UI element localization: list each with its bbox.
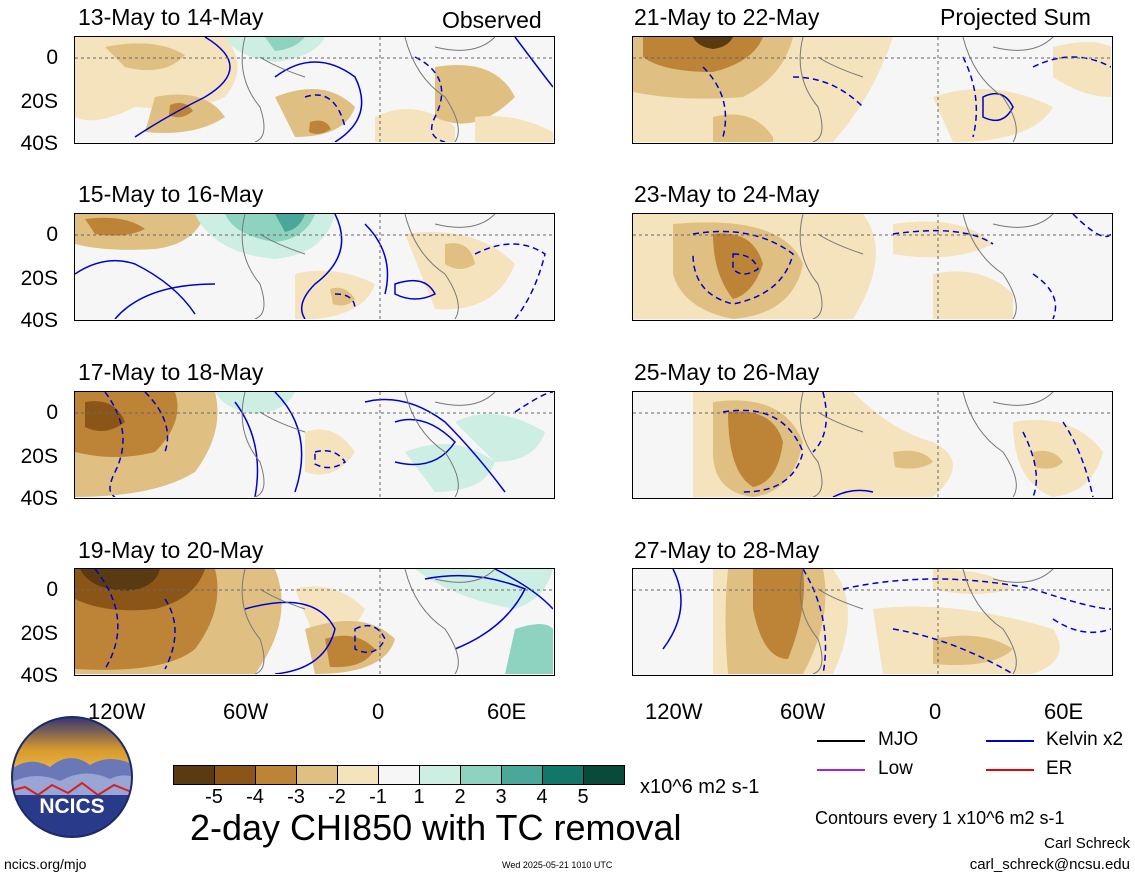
observed-header: Observed xyxy=(442,7,542,33)
legend-label-mjo: MJO xyxy=(878,729,919,750)
map-field-8 xyxy=(633,569,1111,674)
map-field-1 xyxy=(75,37,553,142)
legend-line-low xyxy=(817,769,865,771)
legend-label-kelvin: Kelvin x2 xyxy=(1046,729,1124,750)
colorbar-label-9: 4 xyxy=(536,786,548,808)
y-tick-0-row1: 0 xyxy=(46,46,58,69)
panel-title-4: 19-May to 20-May xyxy=(78,537,264,563)
panel-title-1: 13-May to 14-May xyxy=(78,4,264,30)
colorbar-label-3: -3 xyxy=(287,786,305,808)
colorbar-units: x10^6 m2 s-1 xyxy=(640,776,760,798)
legend-line-mjo xyxy=(817,740,865,742)
map-panel-7 xyxy=(632,391,1113,499)
panel-title-7: 25-May to 26-May xyxy=(634,359,820,385)
map-panel-5 xyxy=(632,36,1113,144)
panel-title-3: 17-May to 18-May xyxy=(78,359,264,385)
map-field-3 xyxy=(75,392,553,497)
ncics-logo-icon xyxy=(11,716,133,838)
legend-label-er: ER xyxy=(1046,758,1073,779)
colorbar-swatch-7 xyxy=(419,765,461,785)
colorbar-label-7: 2 xyxy=(454,786,466,808)
y-tick-0-row4: 0 xyxy=(46,578,58,601)
colorbar-swatch-9 xyxy=(501,765,543,785)
colorbar-swatch-3 xyxy=(255,765,297,785)
footer-url: ncics.org/mjo xyxy=(4,856,87,872)
x-tick-0-right: 0 xyxy=(929,699,942,724)
map-panel-6 xyxy=(632,213,1113,321)
y-tick-40s-row3: 40S xyxy=(20,487,58,510)
map-field-2 xyxy=(75,214,553,319)
map-field-4 xyxy=(75,569,553,674)
y-tick-20s-row4: 20S xyxy=(20,622,58,645)
y-tick-20s-row3: 20S xyxy=(20,445,58,468)
colorbar-label-2: -4 xyxy=(246,786,264,808)
x-tick-0-left: 0 xyxy=(372,699,385,724)
y-tick-20s-row2: 20S xyxy=(20,267,58,290)
colorbar-swatch-2 xyxy=(214,765,256,785)
panel-title-6: 23-May to 24-May xyxy=(634,181,820,207)
legend-line-er xyxy=(986,769,1034,771)
colorbar-label-6: 1 xyxy=(413,786,425,808)
map-panel-4 xyxy=(74,568,555,676)
map-field-6 xyxy=(633,214,1111,319)
map-field-7 xyxy=(633,392,1111,497)
ncics-logo: NCICS xyxy=(10,715,134,839)
main-title: 2-day CHI850 with TC removal xyxy=(190,807,682,848)
map-panel-2 xyxy=(74,213,555,321)
colorbar-label-8: 3 xyxy=(495,786,507,808)
footer-timestamp: Wed 2025-05-21 1010 UTC xyxy=(502,860,613,870)
colorbar-label-1: -5 xyxy=(205,786,223,808)
ncics-logo-text: NCICS xyxy=(39,795,105,818)
y-tick-20s-row1: 20S xyxy=(20,90,58,113)
colorbar-label-10: 5 xyxy=(577,786,589,808)
map-panel-1 xyxy=(74,36,555,144)
colorbar-swatch-8 xyxy=(460,765,502,785)
x-tick-60e-left: 60E xyxy=(487,699,527,724)
x-tick-60w-right: 60W xyxy=(780,699,826,724)
colorbar-swatch-6 xyxy=(378,765,420,785)
contour-note: Contours every 1 x10^6 m2 s-1 xyxy=(815,808,1065,828)
colorbar-swatch-11 xyxy=(583,765,625,785)
panel-title-2: 15-May to 16-May xyxy=(78,181,264,207)
y-tick-40s-row4: 40S xyxy=(20,664,58,687)
map-field-5 xyxy=(633,37,1111,142)
colorbar-swatch-1 xyxy=(173,765,215,785)
x-tick-120w-left: 120W xyxy=(88,699,146,724)
colorbar-label-4: -2 xyxy=(328,786,346,808)
footer-author: Carl Schreck xyxy=(1044,835,1130,852)
y-tick-0-row2: 0 xyxy=(46,223,58,246)
y-tick-40s-row1: 40S xyxy=(20,132,58,155)
y-tick-40s-row2: 40S xyxy=(20,309,58,332)
legend-label-low: Low xyxy=(878,758,913,779)
y-tick-0-row3: 0 xyxy=(46,401,58,424)
x-tick-120w-right: 120W xyxy=(645,699,703,724)
map-panel-3 xyxy=(74,391,555,499)
x-tick-60w-left: 60W xyxy=(223,699,269,724)
legend-line-kelvin xyxy=(986,740,1034,742)
colorbar-swatch-10 xyxy=(542,765,584,785)
colorbar-label-5: -1 xyxy=(369,786,387,808)
panel-title-8: 27-May to 28-May xyxy=(634,537,820,563)
panel-title-5: 21-May to 22-May xyxy=(634,4,820,30)
projected-header: Projected Sum xyxy=(940,4,1091,30)
x-tick-60e-right: 60E xyxy=(1044,699,1084,724)
colorbar-swatch-5 xyxy=(337,765,379,785)
map-panel-8 xyxy=(632,568,1113,676)
colorbar-swatch-4 xyxy=(296,765,338,785)
footer-email: carl_schreck@ncsu.edu xyxy=(969,856,1130,873)
